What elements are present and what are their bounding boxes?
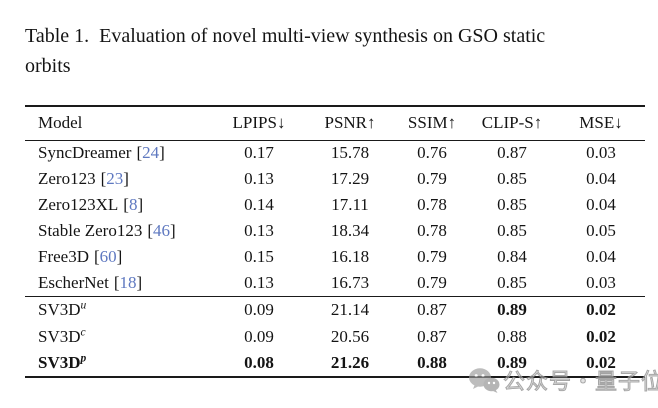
metric-cell: 0.79 <box>417 169 447 188</box>
table-row: SV3Du 0.09 21.14 0.87 0.89 0.02 <box>25 296 645 323</box>
model-cell: EscherNet [18] <box>25 270 215 297</box>
column-header-ssim: SSIM↑ <box>397 106 467 141</box>
metric-cell: 0.17 <box>244 143 274 163</box>
model-name: SV3D <box>38 299 81 319</box>
model-cell: SyncDreamer [24] <box>25 140 215 166</box>
table-row: SyncDreamer [24] 0.17 15.78 0.76 0.87 0.0… <box>25 140 645 166</box>
metric-cell-best: 0.02 <box>586 353 616 372</box>
metric-cell: 0.15 <box>244 247 274 266</box>
column-header-psnr: PSNR↑ <box>303 106 397 141</box>
model-cell: SV3Dc <box>25 323 215 350</box>
citation-link[interactable]: [24] <box>136 143 165 163</box>
table-row: Zero123XL [8] 0.14 17.11 0.78 0.85 0.04 <box>25 192 645 218</box>
citation-link[interactable]: [23] <box>100 169 129 188</box>
metric-cell: 0.85 <box>497 169 527 188</box>
model-cell: SV3Dp <box>25 350 215 377</box>
metric-cell: 16.73 <box>303 270 397 297</box>
metric-cell: 0.04 <box>586 195 616 214</box>
metric-cell: 0.88 <box>497 326 527 346</box>
metric-cell: 0.79 <box>397 270 467 297</box>
table-row: Zero123 [23] 0.13 17.29 0.79 0.85 0.04 <box>25 166 645 192</box>
metric-cell-best: 0.08 <box>244 353 274 372</box>
table-row: SV3Dp 0.08 21.26 0.88 0.89 0.02 <box>25 350 645 377</box>
metric-cell: 17.29 <box>330 169 370 188</box>
metric-cell: 0.04 <box>586 169 616 188</box>
metric-cell: 17.11 <box>331 195 369 214</box>
metric-cell: 0.09 <box>244 326 274 346</box>
model-superscript: p <box>80 352 87 365</box>
table-row: Free3D [60] 0.15 16.18 0.79 0.84 0.04 <box>25 244 645 270</box>
citation-link[interactable]: [8] <box>123 195 144 214</box>
metric-cell: 0.04 <box>586 247 616 266</box>
metric-cell-best: 0.02 <box>586 299 616 319</box>
model-name: SyncDreamer <box>38 143 132 163</box>
metric-cell-best: 21.26 <box>330 353 370 372</box>
model-name: Free3D <box>38 247 89 266</box>
metric-cell: 0.13 <box>244 169 274 188</box>
caption-line-2: orbits <box>25 55 71 77</box>
metric-cell: 0.13 <box>244 221 274 240</box>
model-name: Zero123XL <box>38 195 119 214</box>
caption-line-1: Table 1. Evaluation of novel multi-view … <box>25 25 546 47</box>
citation-link[interactable]: [60] <box>93 247 123 266</box>
metric-cell-best: 0.89 <box>497 299 527 319</box>
column-header-mse: MSE↓ <box>557 106 645 141</box>
metric-cell: 0.76 <box>417 143 447 163</box>
metric-cell: 0.87 <box>417 299 447 319</box>
model-superscript: u <box>80 299 87 312</box>
column-header-clips: CLIP-S↑ <box>467 106 557 141</box>
model-cell: Zero123XL [8] <box>25 192 215 218</box>
model-name: SV3D <box>38 353 81 372</box>
model-superscript: c <box>80 325 86 338</box>
metric-cell: 0.05 <box>586 221 616 240</box>
metric-cell: 0.03 <box>586 143 616 163</box>
metric-cell: 18.34 <box>330 221 370 240</box>
metric-cell-best: 0.89 <box>497 353 527 372</box>
model-cell: Free3D [60] <box>25 244 215 270</box>
table-row: Stable Zero123 [46] 0.13 18.34 0.78 0.85 … <box>25 218 645 244</box>
citation-link[interactable]: [18] <box>113 272 143 292</box>
results-table: Model LPIPS↓ PSNR↑ SSIM↑ CLIP-S↑ MSE↓ Sy… <box>25 105 645 378</box>
metric-cell: 0.87 <box>497 143 527 163</box>
table-caption: Table 1. Evaluation of novel multi-view … <box>25 21 645 81</box>
model-name: EscherNet <box>38 272 109 292</box>
citation-link[interactable]: [46] <box>147 221 176 240</box>
header-row: Model LPIPS↓ PSNR↑ SSIM↑ CLIP-S↑ MSE↓ <box>25 106 645 141</box>
metric-cell: 0.79 <box>417 247 447 266</box>
model-name: SV3D <box>38 326 81 346</box>
metric-cell: 0.85 <box>497 195 527 214</box>
column-header-lpips: LPIPS↓ <box>215 106 303 141</box>
column-header-model: Model <box>25 106 215 141</box>
metric-cell: 21.14 <box>330 299 370 319</box>
metric-cell: 0.13 <box>215 270 303 297</box>
metric-cell: 0.78 <box>417 195 447 214</box>
model-cell: Stable Zero123 [46] <box>25 218 215 244</box>
metric-cell: 0.85 <box>497 221 527 240</box>
metric-cell: 20.56 <box>330 326 370 346</box>
model-cell: SV3Du <box>25 296 215 323</box>
metric-cell: 0.84 <box>497 247 527 266</box>
metric-cell: 0.03 <box>557 270 645 297</box>
model-name: Zero123 <box>38 169 96 188</box>
metric-cell: 0.87 <box>417 326 447 346</box>
metric-cell: 0.78 <box>417 221 447 240</box>
model-cell: Zero123 [23] <box>25 166 215 192</box>
metric-cell-best: 0.02 <box>586 326 616 346</box>
table-row: EscherNet [18] 0.13 16.73 0.79 0.85 0.03 <box>25 270 645 297</box>
metric-cell: 16.18 <box>330 247 370 266</box>
metric-cell: 0.14 <box>244 195 274 214</box>
table-row: SV3Dc 0.09 20.56 0.87 0.88 0.02 <box>25 323 645 350</box>
metric-cell-best: 0.88 <box>417 353 447 372</box>
metric-cell: 0.09 <box>244 299 274 319</box>
model-name: Stable Zero123 <box>38 221 143 240</box>
metric-cell: 15.78 <box>330 143 370 163</box>
metric-cell: 0.85 <box>467 270 557 297</box>
